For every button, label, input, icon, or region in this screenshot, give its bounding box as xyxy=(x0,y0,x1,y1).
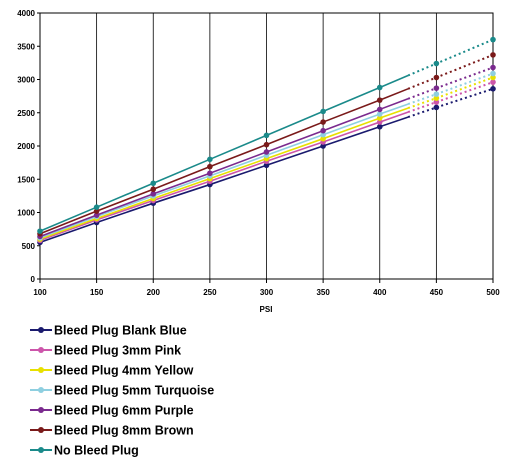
y-tick-label: 1500 xyxy=(17,175,35,184)
data-point xyxy=(376,111,383,117)
series-line-solid xyxy=(39,116,409,244)
series-line-solid xyxy=(39,74,409,232)
data-point xyxy=(490,36,496,43)
series-line-solid xyxy=(39,111,409,242)
data-point xyxy=(263,162,270,169)
data-point xyxy=(320,143,326,149)
data-point xyxy=(207,163,213,170)
data-point xyxy=(150,180,157,187)
legend-swatch-marker xyxy=(38,427,44,433)
series-line-solid xyxy=(39,107,409,240)
legend-label: Bleed Plug 6mm Purple xyxy=(54,404,194,418)
series-line-solid xyxy=(39,103,409,239)
data-point xyxy=(320,127,326,134)
data-point xyxy=(263,149,270,155)
data-point xyxy=(376,106,383,113)
x-tick-label: 250 xyxy=(203,288,217,297)
y-tick-label: 2500 xyxy=(17,109,35,118)
x-tick-label: 350 xyxy=(316,288,330,297)
data-point xyxy=(433,91,440,97)
legend-item: Bleed Plug 5mm Turquoise xyxy=(30,384,214,398)
data-point xyxy=(490,74,496,81)
legend-label: No Bleed Plug xyxy=(54,444,139,458)
data-point xyxy=(376,119,383,125)
y-tick-label: 4000 xyxy=(17,9,35,18)
legend-swatch-marker xyxy=(38,447,44,453)
data-point xyxy=(490,70,496,77)
x-tick-label: 150 xyxy=(90,288,104,297)
legend-label: Bleed Plug Blank Blue xyxy=(54,324,187,338)
legend-swatch-marker xyxy=(38,347,44,353)
data-point xyxy=(93,208,100,214)
x-tick-label: 400 xyxy=(373,288,387,297)
legend-label: Bleed Plug 5mm Turquoise xyxy=(54,384,214,398)
data-point xyxy=(150,186,157,193)
y-tick-label: 500 xyxy=(22,242,36,251)
data-point xyxy=(490,79,496,85)
legend-item: Bleed Plug 6mm Purple xyxy=(30,404,194,418)
data-point xyxy=(376,115,383,121)
y-tick-label: 1000 xyxy=(17,209,35,218)
data-point xyxy=(150,191,157,197)
legend-label: Bleed Plug 8mm Brown xyxy=(54,424,194,438)
data-point xyxy=(207,170,213,177)
data-point xyxy=(320,135,326,142)
data-point xyxy=(263,141,270,148)
data-point xyxy=(320,131,326,138)
x-axis-ticks: 100 150 200 250 300 350 400 450 500 xyxy=(33,279,500,297)
data-point xyxy=(376,123,383,130)
x-tick-label: 450 xyxy=(430,288,444,297)
legend-swatch-marker xyxy=(38,367,44,373)
legend-item: Bleed Plug 3mm Pink xyxy=(30,344,181,358)
data-point xyxy=(320,108,326,115)
data-point xyxy=(433,95,440,101)
y-tick-label: 3500 xyxy=(17,42,35,51)
legend-item: Bleed Plug 8mm Brown xyxy=(30,424,194,438)
data-point xyxy=(433,74,440,81)
y-tick-label: 2000 xyxy=(17,142,35,151)
x-tick-label: 500 xyxy=(486,288,500,297)
series-4 xyxy=(37,64,496,240)
data-point xyxy=(37,228,43,234)
legend-swatch-marker xyxy=(38,327,44,333)
series-5 xyxy=(37,52,496,237)
data-point xyxy=(433,85,440,91)
legend-item: Bleed Plug Blank Blue xyxy=(30,324,187,338)
data-point xyxy=(376,97,383,103)
legend-label: Bleed Plug 4mm Yellow xyxy=(54,364,194,378)
series-lines xyxy=(37,36,496,246)
data-point xyxy=(433,99,440,105)
y-tick-label: 0 xyxy=(31,275,36,284)
series-line-solid xyxy=(39,98,409,238)
legend-label: Bleed Plug 3mm Pink xyxy=(54,344,181,358)
x-tick-label: 300 xyxy=(260,288,274,297)
x-axis-title: PSI xyxy=(260,305,273,314)
data-point xyxy=(93,204,100,210)
x-tick-label: 100 xyxy=(33,288,47,297)
legend-swatch-marker xyxy=(38,407,44,413)
data-point xyxy=(93,212,100,218)
data-point xyxy=(207,156,213,163)
y-axis-ticks: 0 500 1000 1500 2000 2500 3000 3500 4000 xyxy=(17,9,40,284)
legend: Bleed Plug Blank Blue Bleed Plug 3mm Pink… xyxy=(30,324,214,458)
data-point xyxy=(490,52,496,58)
data-point xyxy=(263,132,270,139)
legend-item: No Bleed Plug xyxy=(30,444,139,458)
series-6 xyxy=(37,36,496,234)
data-point xyxy=(433,104,440,111)
data-point xyxy=(320,119,326,125)
series-line-solid xyxy=(39,88,409,235)
legend-swatch-marker xyxy=(38,387,44,393)
data-point xyxy=(376,84,383,91)
data-point xyxy=(490,86,496,92)
x-tick-label: 200 xyxy=(147,288,161,297)
data-point xyxy=(490,64,496,71)
legend-item: Bleed Plug 4mm Yellow xyxy=(30,364,194,378)
data-point xyxy=(433,60,440,67)
y-tick-label: 3000 xyxy=(17,76,35,85)
